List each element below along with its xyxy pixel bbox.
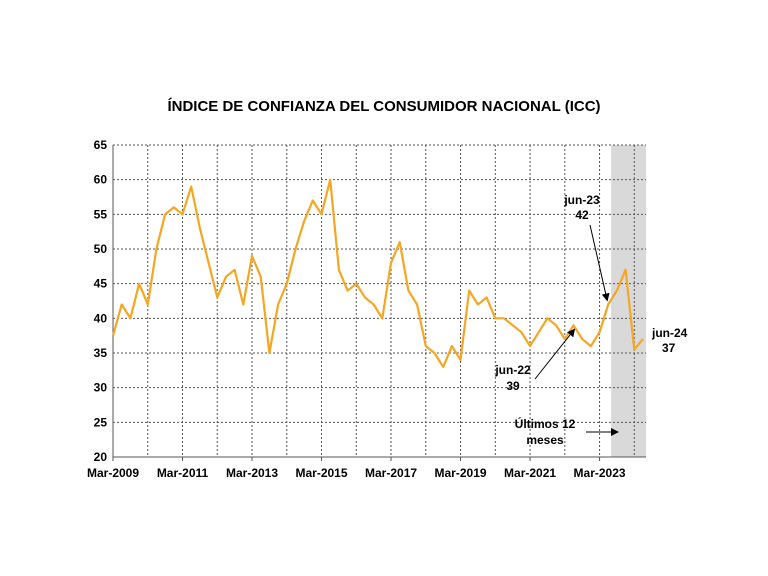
x-tick-label: Mar-2013 [226,466,278,480]
y-tick-label: 35 [94,346,108,360]
y-tick-label: 55 [94,207,108,221]
annotation-jun-23-value: 42 [575,208,589,222]
last-12-months-label-line1: Últimos 12 [515,416,576,431]
icc-series-line [111,178,644,368]
annotation-jun-24-label: jun-24 [651,326,688,340]
annotation-jun-23-arrow [589,224,610,302]
y-tick-label: 60 [94,173,108,187]
x-tick-label: Mar-2011 [157,466,209,480]
x-tick-label: Mar-2023 [574,466,626,480]
annotation-jun-22-arrow [534,328,576,380]
y-tick-label: 40 [94,311,108,325]
x-tick-label: Mar-2015 [296,466,348,480]
x-tick-label: Mar-2009 [87,466,139,480]
y-tick-label: 65 [94,138,108,152]
y-tick-label: 50 [94,242,108,256]
x-tick-label: Mar-2017 [365,466,417,480]
annotation-jun-22-label: jun-22 [494,363,531,377]
y-tick-label: 30 [94,381,108,395]
annotation-jun-22-value: 39 [506,379,520,393]
y-tick-label: 45 [94,277,108,291]
annotation-jun-24-value: 37 [662,341,676,355]
annotation-jun-23-label: jun-23 [563,193,600,207]
x-tick-label: Mar-2021 [504,466,556,480]
chart-title: ÍNDICE DE CONFIANZA DEL CONSUMIDOR NACIO… [167,98,601,115]
y-tick-label: 25 [94,415,108,429]
x-tick-label: Mar-2019 [435,466,487,480]
last-12-months-label-line2: meses [526,433,564,447]
y-tick-label: 20 [94,450,108,464]
